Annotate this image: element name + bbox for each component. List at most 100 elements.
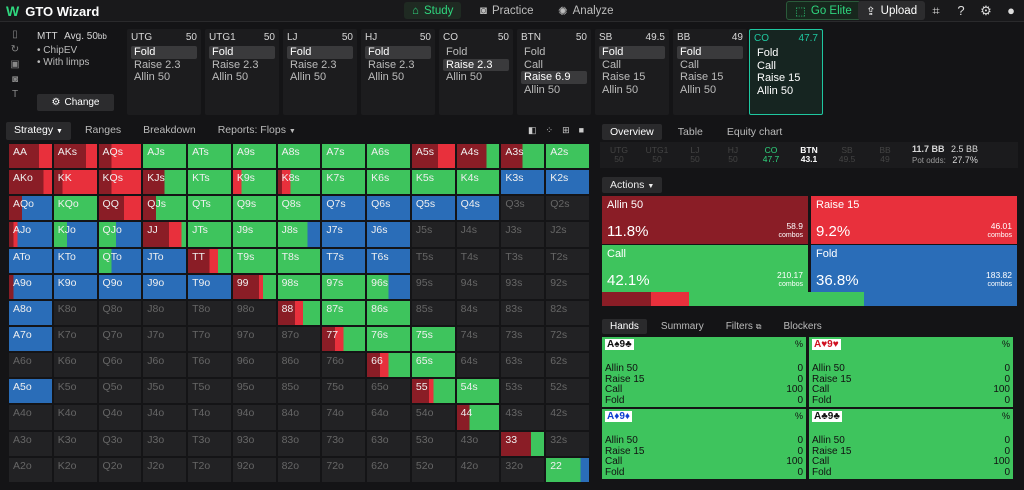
hand-cell[interactable]: J8o xyxy=(142,299,188,326)
hand-cell[interactable]: T2o xyxy=(187,456,232,483)
hand-cell[interactable]: 95s xyxy=(410,273,456,300)
hand-cell[interactable]: 65s xyxy=(410,352,456,379)
hand-cell[interactable]: T8s xyxy=(276,247,322,274)
hand-cell[interactable]: 55 xyxy=(410,378,456,405)
hand-cell[interactable]: 86s xyxy=(366,299,411,326)
position-action[interactable]: Fold xyxy=(757,47,779,59)
screenshot-icon[interactable]: ⌗ xyxy=(932,3,940,18)
hand-cell[interactable]: A6s xyxy=(366,143,411,170)
hand-cell[interactable]: JJ xyxy=(142,221,188,248)
hand-cell[interactable]: 85s xyxy=(410,299,456,326)
hand-cell[interactable]: Q7s xyxy=(321,195,367,222)
gear-icon[interactable]: ⚙ xyxy=(980,3,992,18)
position-action[interactable]: Call xyxy=(680,58,699,71)
change-button[interactable]: ⚙ Change xyxy=(37,94,114,111)
hand-cell[interactable]: Q7o xyxy=(97,325,143,353)
hand-cell[interactable]: AJs xyxy=(142,143,188,170)
go-elite-button[interactable]: ⬚ Go Elite xyxy=(786,1,861,20)
hand-cell[interactable]: 84s xyxy=(455,299,501,326)
hand-cell[interactable]: 64s xyxy=(455,352,501,379)
position-action[interactable]: Allin 50 xyxy=(368,71,405,83)
hand-cell[interactable]: K9o xyxy=(52,273,98,300)
hand-cell[interactable]: 32s xyxy=(545,430,590,457)
hand-cell[interactable]: 53s xyxy=(500,378,546,405)
hand-cell[interactable]: J5s xyxy=(410,221,456,248)
hand-cell[interactable]: 76o xyxy=(321,352,367,379)
hand-cell[interactable]: 97o xyxy=(231,325,277,353)
hand-cell[interactable]: 85o xyxy=(276,378,322,405)
hand-cell[interactable]: A8s xyxy=(276,143,322,170)
hand-cell[interactable]: Q2o xyxy=(97,456,143,483)
hand-cell[interactable]: T4s xyxy=(455,247,501,274)
hand-cell[interactable]: 43s xyxy=(500,404,546,431)
tab-table[interactable]: Table xyxy=(677,126,703,138)
position-action[interactable]: Call xyxy=(757,59,776,72)
hand-cell[interactable]: Q5o xyxy=(97,378,143,405)
position-action[interactable]: Raise 2.3 xyxy=(443,58,509,71)
hand-cell[interactable]: 52s xyxy=(545,378,590,405)
position-action[interactable]: Fold xyxy=(365,46,431,59)
hand-cell[interactable]: 83s xyxy=(500,299,546,326)
hand-cell[interactable]: Q3s xyxy=(500,195,546,222)
tab-breakdown[interactable]: Breakdown xyxy=(143,124,196,136)
account-icon[interactable]: ● xyxy=(1007,3,1015,18)
hand-cell[interactable]: 73o xyxy=(321,430,367,457)
hand-cell[interactable]: A7s xyxy=(321,143,367,170)
position-action[interactable]: Allin 50 xyxy=(680,83,717,96)
hand-cell[interactable]: Q6s xyxy=(366,195,411,222)
hand-cell[interactable]: Q8o xyxy=(97,299,143,326)
hand-cell[interactable]: A3o xyxy=(8,430,53,457)
hand-cell[interactable]: T6s xyxy=(366,247,411,274)
hand-cell[interactable]: 98o xyxy=(231,299,277,326)
tab-filters[interactable]: Filters ⧉ xyxy=(718,319,770,334)
hand-cell[interactable]: Q4o xyxy=(97,404,143,431)
nav-study[interactable]: ⌂ Study xyxy=(404,2,462,19)
help-icon[interactable]: ? xyxy=(957,3,965,18)
hand-cell[interactable]: Q9o xyxy=(97,273,143,300)
hand-cell[interactable]: J9o xyxy=(142,273,188,300)
hand-cell[interactable]: K7s xyxy=(321,169,367,196)
hand-cell[interactable]: KQo xyxy=(52,195,98,222)
hand-cell[interactable]: A9s xyxy=(231,143,277,170)
hand-cell[interactable]: Q4s xyxy=(455,195,501,222)
hand-cell[interactable]: Q5s xyxy=(410,195,456,222)
hand-cell[interactable]: 62s xyxy=(545,352,590,379)
hand-cell[interactable]: 33 xyxy=(500,430,546,457)
hand-cell[interactable]: J4o xyxy=(142,404,188,431)
hand-cell[interactable]: J6s xyxy=(366,221,411,248)
hand-cell[interactable]: QQ xyxy=(97,195,143,222)
hand-cell[interactable]: K5o xyxy=(52,378,98,405)
hand-cell[interactable]: J2s xyxy=(545,221,590,248)
position-action[interactable]: Call xyxy=(524,58,543,71)
hand-cell[interactable]: AJo xyxy=(8,221,53,248)
hand-cell[interactable]: K4s xyxy=(455,169,501,196)
hand-cell[interactable]: 63s xyxy=(500,352,546,379)
hand-cell[interactable]: A2o xyxy=(8,456,53,483)
hand-cell[interactable]: 97s xyxy=(321,273,367,300)
hand-cell[interactable]: Q6o xyxy=(97,352,143,379)
hand-cell[interactable]: 76s xyxy=(366,325,411,353)
hand-cell[interactable]: K4o xyxy=(52,404,98,431)
square-icon[interactable]: ■ xyxy=(578,125,585,135)
hand-cell[interactable]: AA xyxy=(8,143,53,170)
hand-card[interactable]: A♣9♣% Allin 50 0 Raise 15 0 Call 100 Fold 0 xyxy=(809,409,1013,479)
hand-cell[interactable]: 77 xyxy=(321,325,367,353)
hand-cell[interactable]: T7s xyxy=(321,247,367,274)
hand-cell[interactable]: Q2s xyxy=(545,195,590,222)
hand-cell[interactable]: A5s xyxy=(410,143,456,170)
hand-cell[interactable]: Q3o xyxy=(97,430,143,457)
hand-cell[interactable]: K9s xyxy=(231,169,277,196)
position-action[interactable]: Fold xyxy=(599,46,665,59)
hand-cell[interactable]: 73s xyxy=(500,325,546,353)
hand-cell[interactable]: A4s xyxy=(455,143,501,170)
tab-blockers[interactable]: Blockers xyxy=(783,321,822,332)
position-card-bb[interactable]: BB 49 Fold Call Raise 15 Allin 50 xyxy=(673,29,747,115)
hand-cell[interactable]: K2o xyxy=(52,456,98,483)
hand-cell[interactable]: ATs xyxy=(187,143,232,170)
hand-cell[interactable]: K6o xyxy=(52,352,98,379)
position-action[interactable]: Allin 50 xyxy=(602,83,639,96)
hand-cell[interactable]: 75o xyxy=(321,378,367,405)
hand-cell[interactable]: 74o xyxy=(321,404,367,431)
position-action[interactable]: Raise 2.3 xyxy=(368,58,415,71)
position-action[interactable]: Allin 50 xyxy=(524,83,561,96)
